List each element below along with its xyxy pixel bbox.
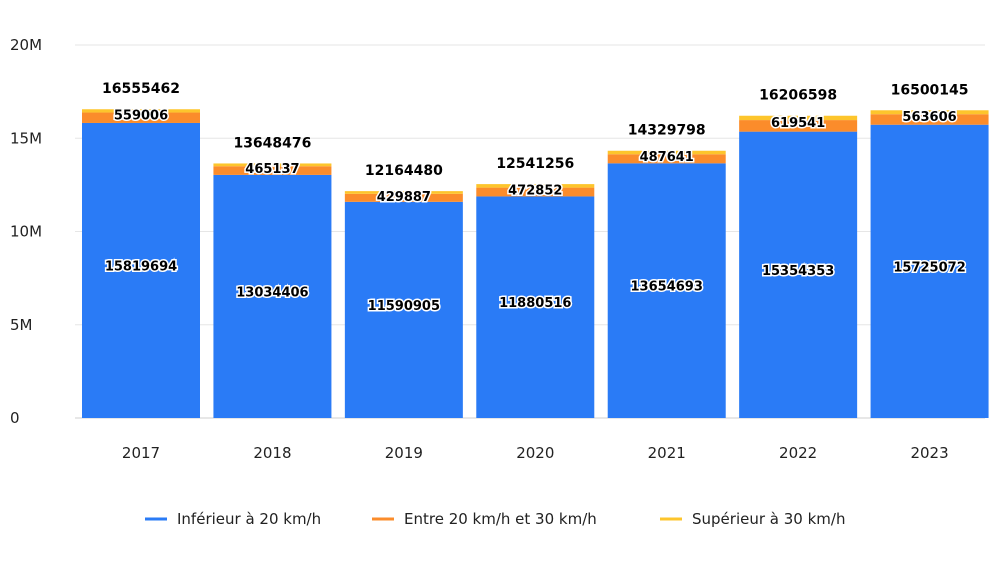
data-label: 472852 — [508, 184, 562, 199]
y-axis: 0 5M 10M 15M 20M — [10, 36, 42, 427]
data-label: 11880516 — [499, 296, 571, 311]
data-label: 487641 — [640, 150, 694, 165]
bar-segment — [739, 115, 858, 121]
data-label: 15725072 — [893, 260, 965, 275]
y-tick-label: 15M — [10, 129, 42, 147]
bar-segment — [476, 196, 595, 418]
bar-segment — [82, 109, 200, 113]
legend: Inférieur à 20 km/h Entre 20 km/h et 30 k… — [145, 510, 845, 528]
bars — [82, 109, 989, 419]
bar-segment — [607, 163, 726, 418]
legend-item[interactable]: Entre 20 km/h et 30 km/h — [372, 510, 597, 528]
legend-label: Supérieur à 30 km/h — [692, 510, 845, 528]
total-label: 16555462 — [102, 81, 180, 97]
bar-segment — [82, 122, 200, 418]
bar-segment — [213, 166, 332, 175]
y-tick-label: 10M — [10, 223, 42, 241]
bar-segment — [213, 163, 332, 167]
total-label: 13648476 — [233, 135, 311, 151]
total-label: 16500145 — [891, 82, 969, 98]
x-tick-label: 2019 — [385, 444, 423, 462]
x-tick-label: 2023 — [910, 444, 948, 462]
bar-segment — [213, 174, 332, 418]
data-label: 563606 — [902, 110, 956, 125]
legend-label: Inférieur à 20 km/h — [177, 510, 321, 528]
bar-segment — [82, 112, 200, 123]
y-tick-label: 5M — [10, 316, 33, 334]
data-label: 11590905 — [368, 299, 440, 314]
bar-segment — [870, 110, 989, 115]
bar-segment — [870, 124, 989, 418]
bar-segment — [476, 187, 595, 197]
data-labels: 15819694 559006 16555462 13034406 465137 1364… — [102, 81, 969, 315]
data-label: 559006 — [114, 109, 168, 124]
x-tick-label: 2022 — [779, 444, 817, 462]
data-label: 619541 — [771, 116, 825, 131]
bar-segment — [344, 201, 463, 418]
legend-label: Entre 20 km/h et 30 km/h — [404, 510, 597, 528]
total-label: 16206598 — [759, 88, 837, 104]
bar-segment — [739, 131, 858, 419]
bar-segment — [607, 154, 726, 164]
y-tick-label: 0 — [10, 409, 20, 427]
bar-segment — [607, 150, 726, 155]
bar-segment — [739, 120, 858, 132]
x-tick-label: 2021 — [648, 444, 686, 462]
data-label: 13034406 — [236, 285, 308, 300]
x-tick-label: 2020 — [516, 444, 554, 462]
x-axis: 2017 2018 2019 2020 2021 2022 2023 — [122, 444, 949, 462]
data-label: 15819694 — [105, 259, 177, 274]
bar-segment — [476, 184, 595, 188]
x-tick-label: 2018 — [253, 444, 291, 462]
total-label: 12541256 — [496, 156, 574, 172]
x-tick-label: 2017 — [122, 444, 160, 462]
data-label: 15354353 — [762, 264, 834, 279]
legend-item[interactable]: Supérieur à 30 km/h — [660, 510, 845, 528]
total-label: 12164480 — [365, 163, 443, 179]
y-tick-label: 20M — [10, 36, 42, 54]
bar-segment — [870, 114, 989, 125]
legend-item[interactable]: Inférieur à 20 km/h — [145, 510, 321, 528]
total-label: 14329798 — [628, 123, 706, 139]
bar-segment — [344, 193, 463, 202]
data-label: 13654693 — [631, 280, 703, 295]
bar-segment — [344, 191, 463, 194]
data-label: 429887 — [377, 190, 431, 205]
data-label: 465137 — [245, 162, 299, 177]
